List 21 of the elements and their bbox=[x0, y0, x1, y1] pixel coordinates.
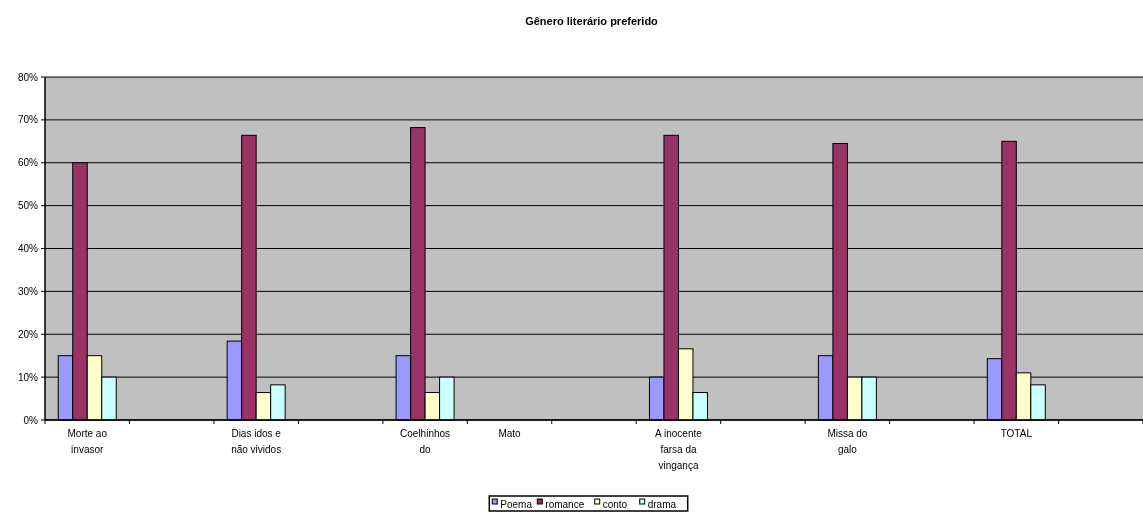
y-tick-label: 80% bbox=[17, 71, 39, 83]
x-tick-label: Coelhinhos do bbox=[400, 428, 451, 455]
y-tick-label: 70% bbox=[17, 114, 39, 126]
x-tick-label: Mato bbox=[498, 428, 522, 439]
x-tick-label: A inocente farsa da vingança bbox=[655, 428, 703, 471]
legend-label: romance bbox=[545, 499, 585, 510]
legend-label: drama bbox=[647, 499, 677, 510]
legend-label: conto bbox=[602, 499, 628, 510]
y-tick-label: 40% bbox=[17, 243, 39, 254]
chart-title: Gênero literário preferido bbox=[525, 15, 659, 27]
x-tick-label: Dias idos e não vividos bbox=[231, 428, 282, 455]
legend-label: Poema bbox=[500, 499, 533, 510]
y-tick-label: 60% bbox=[17, 157, 39, 169]
x-tick-label: Morte ao invasor bbox=[67, 428, 108, 455]
x-tick-label: Missa do galo bbox=[827, 428, 868, 455]
y-tick-label: 10% bbox=[17, 371, 39, 383]
y-tick-label: 20% bbox=[17, 328, 39, 340]
y-tick-label: 0% bbox=[23, 414, 39, 426]
y-tick-label: 30% bbox=[17, 285, 39, 297]
y-tick-label: 50% bbox=[17, 200, 39, 212]
x-tick-label: TOTAL bbox=[1000, 428, 1033, 439]
